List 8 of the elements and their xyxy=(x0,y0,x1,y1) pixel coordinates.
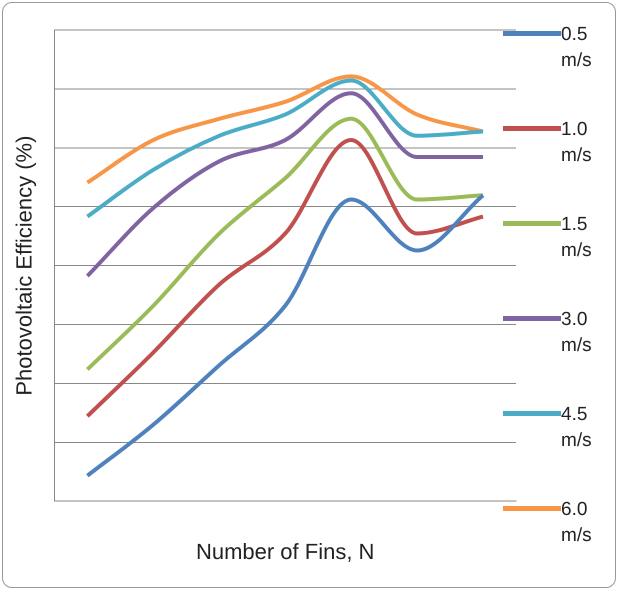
legend-label: 0.5 m/s xyxy=(561,23,593,73)
legend-label: 1.5 m/s xyxy=(561,213,593,263)
legend-label: 4.5 m/s xyxy=(561,403,593,453)
x-axis-title: Number of Fins, N xyxy=(196,538,374,564)
legend-label: 6.0 m/s xyxy=(561,498,593,548)
legend-label: 1.0 m/s xyxy=(561,118,593,168)
y-axis-title: Photovoltaic Efficiency (%) xyxy=(11,136,36,396)
legend-label: 3.0 m/s xyxy=(561,308,593,358)
